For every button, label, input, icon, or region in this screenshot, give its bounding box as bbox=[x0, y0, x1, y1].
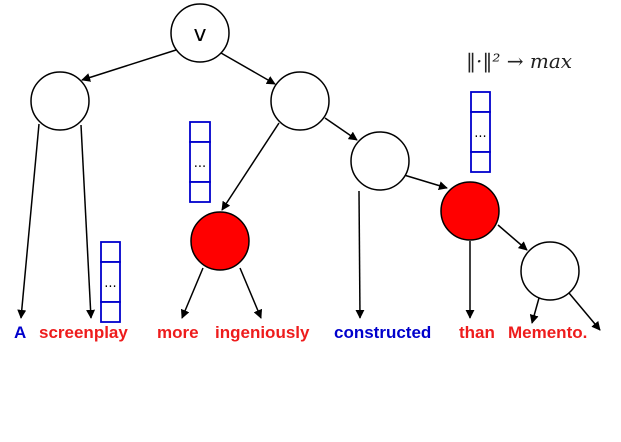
norm-max-formula: ‖·‖² → max bbox=[466, 49, 572, 74]
tree-edges bbox=[17, 49, 601, 331]
edge-n2-n3 bbox=[324, 117, 358, 141]
vector-ellipsis: ... bbox=[104, 276, 116, 291]
tree-node-2 bbox=[270, 71, 330, 131]
word-screenplay: screenplay bbox=[39, 323, 128, 342]
red-node-2 bbox=[440, 181, 500, 241]
sentence-words: A screenplay more ingeniously constructe… bbox=[14, 323, 587, 342]
edge-root-n2 bbox=[220, 52, 276, 85]
word-memento: Memento. bbox=[508, 323, 587, 342]
tree-node-3 bbox=[350, 131, 410, 191]
word-constructed: constructed bbox=[334, 323, 431, 342]
root-node bbox=[170, 3, 230, 63]
edge-n4-period-left bbox=[529, 297, 540, 324]
edge-n2-red1 bbox=[221, 122, 280, 211]
root-node-label: v bbox=[193, 22, 206, 47]
word-ingeniously: ingeniously bbox=[215, 323, 310, 342]
edge-n3-constructed bbox=[355, 190, 365, 319]
edge-n1-a bbox=[17, 123, 40, 319]
edge-n4-memento bbox=[568, 292, 601, 331]
vector-blue-2: ... bbox=[189, 121, 211, 203]
tree-nodes: v bbox=[30, 3, 580, 301]
word-more: more bbox=[157, 323, 199, 342]
edge-root-n1 bbox=[81, 49, 177, 82]
tree-node-1 bbox=[30, 71, 90, 131]
vector-ellipsis: ... bbox=[474, 126, 486, 141]
word-than: than bbox=[459, 323, 495, 342]
edge-red1-ingeniously bbox=[239, 267, 263, 319]
edge-n1-screenplay bbox=[80, 124, 96, 319]
word-a: A bbox=[14, 323, 26, 342]
edge-n3-red2 bbox=[403, 174, 448, 190]
tree-node-4 bbox=[520, 241, 580, 301]
edge-red2-n4 bbox=[497, 224, 528, 251]
vector-blue-1: ... bbox=[100, 241, 121, 323]
vector-ellipsis: ... bbox=[194, 156, 206, 171]
edge-red1-more bbox=[180, 267, 204, 319]
red-node-1 bbox=[190, 211, 250, 271]
vector-blue-3: ... bbox=[470, 91, 491, 173]
